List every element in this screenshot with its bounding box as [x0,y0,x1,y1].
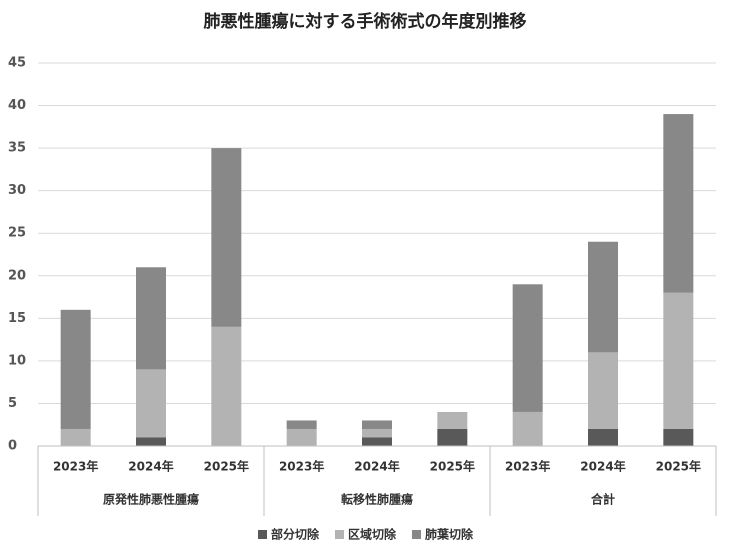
bar-segment [211,326,242,446]
y-tick-label: 20 [8,268,26,283]
bar-segment [512,284,543,412]
legend-swatch [412,530,421,539]
legend-swatch [335,530,344,539]
bar-segment [588,428,618,446]
bar-segment [362,428,392,438]
y-tick-label: 5 [8,396,17,411]
x-tick-label: 2025年 [656,459,701,474]
y-tick-label: 45 [8,56,26,71]
x-tick-label: 2023年 [279,459,324,474]
legend-swatch [258,530,267,539]
group-label: 原発性肺悪性腫瘍 [103,492,199,507]
y-tick-label: 30 [8,183,26,198]
x-tick-label: 2023年 [53,459,98,474]
bar-segment [663,428,694,446]
y-tick-label: 10 [8,353,26,368]
bar-segment [512,411,543,446]
y-tick-label: 15 [8,311,26,326]
x-tick-label: 2025年 [430,459,475,474]
bar-segment [211,148,242,327]
legend-label: 部分切除 [271,527,320,542]
bar-segment [663,114,694,293]
bar-segment [286,428,317,446]
bar-segment [588,352,618,429]
group-label: 転移性肺腫瘍 [341,492,413,507]
x-tick-label: 2023年 [505,459,550,474]
x-tick-label: 2024年 [354,459,399,474]
y-tick-label: 25 [8,226,26,241]
x-tick-label: 2024年 [128,459,173,474]
bar-segment [437,428,468,446]
bar-segment [437,411,468,429]
chart-title: 肺悪性腫瘍に対する手術術式の年度別推移 [204,11,527,32]
bar-segment [286,420,317,429]
x-tick-label: 2024年 [580,459,625,474]
bar-segment [136,267,166,370]
bar-segment [136,437,166,446]
group-label: 合計 [591,492,615,507]
bar-segment [60,309,91,429]
legend-label: 区域切除 [348,527,397,542]
bar-segment [588,241,618,353]
y-tick-label: 35 [8,141,26,156]
bar-segment [362,437,392,446]
bar-segment [60,428,91,446]
bar-segment [362,420,392,429]
x-tick-label: 2025年 [204,459,249,474]
y-tick-label: 0 [8,439,17,454]
y-tick-label: 40 [8,98,26,113]
bar-segment [663,292,694,429]
legend-label: 肺葉切除 [425,527,474,542]
bar-segment [136,369,166,438]
